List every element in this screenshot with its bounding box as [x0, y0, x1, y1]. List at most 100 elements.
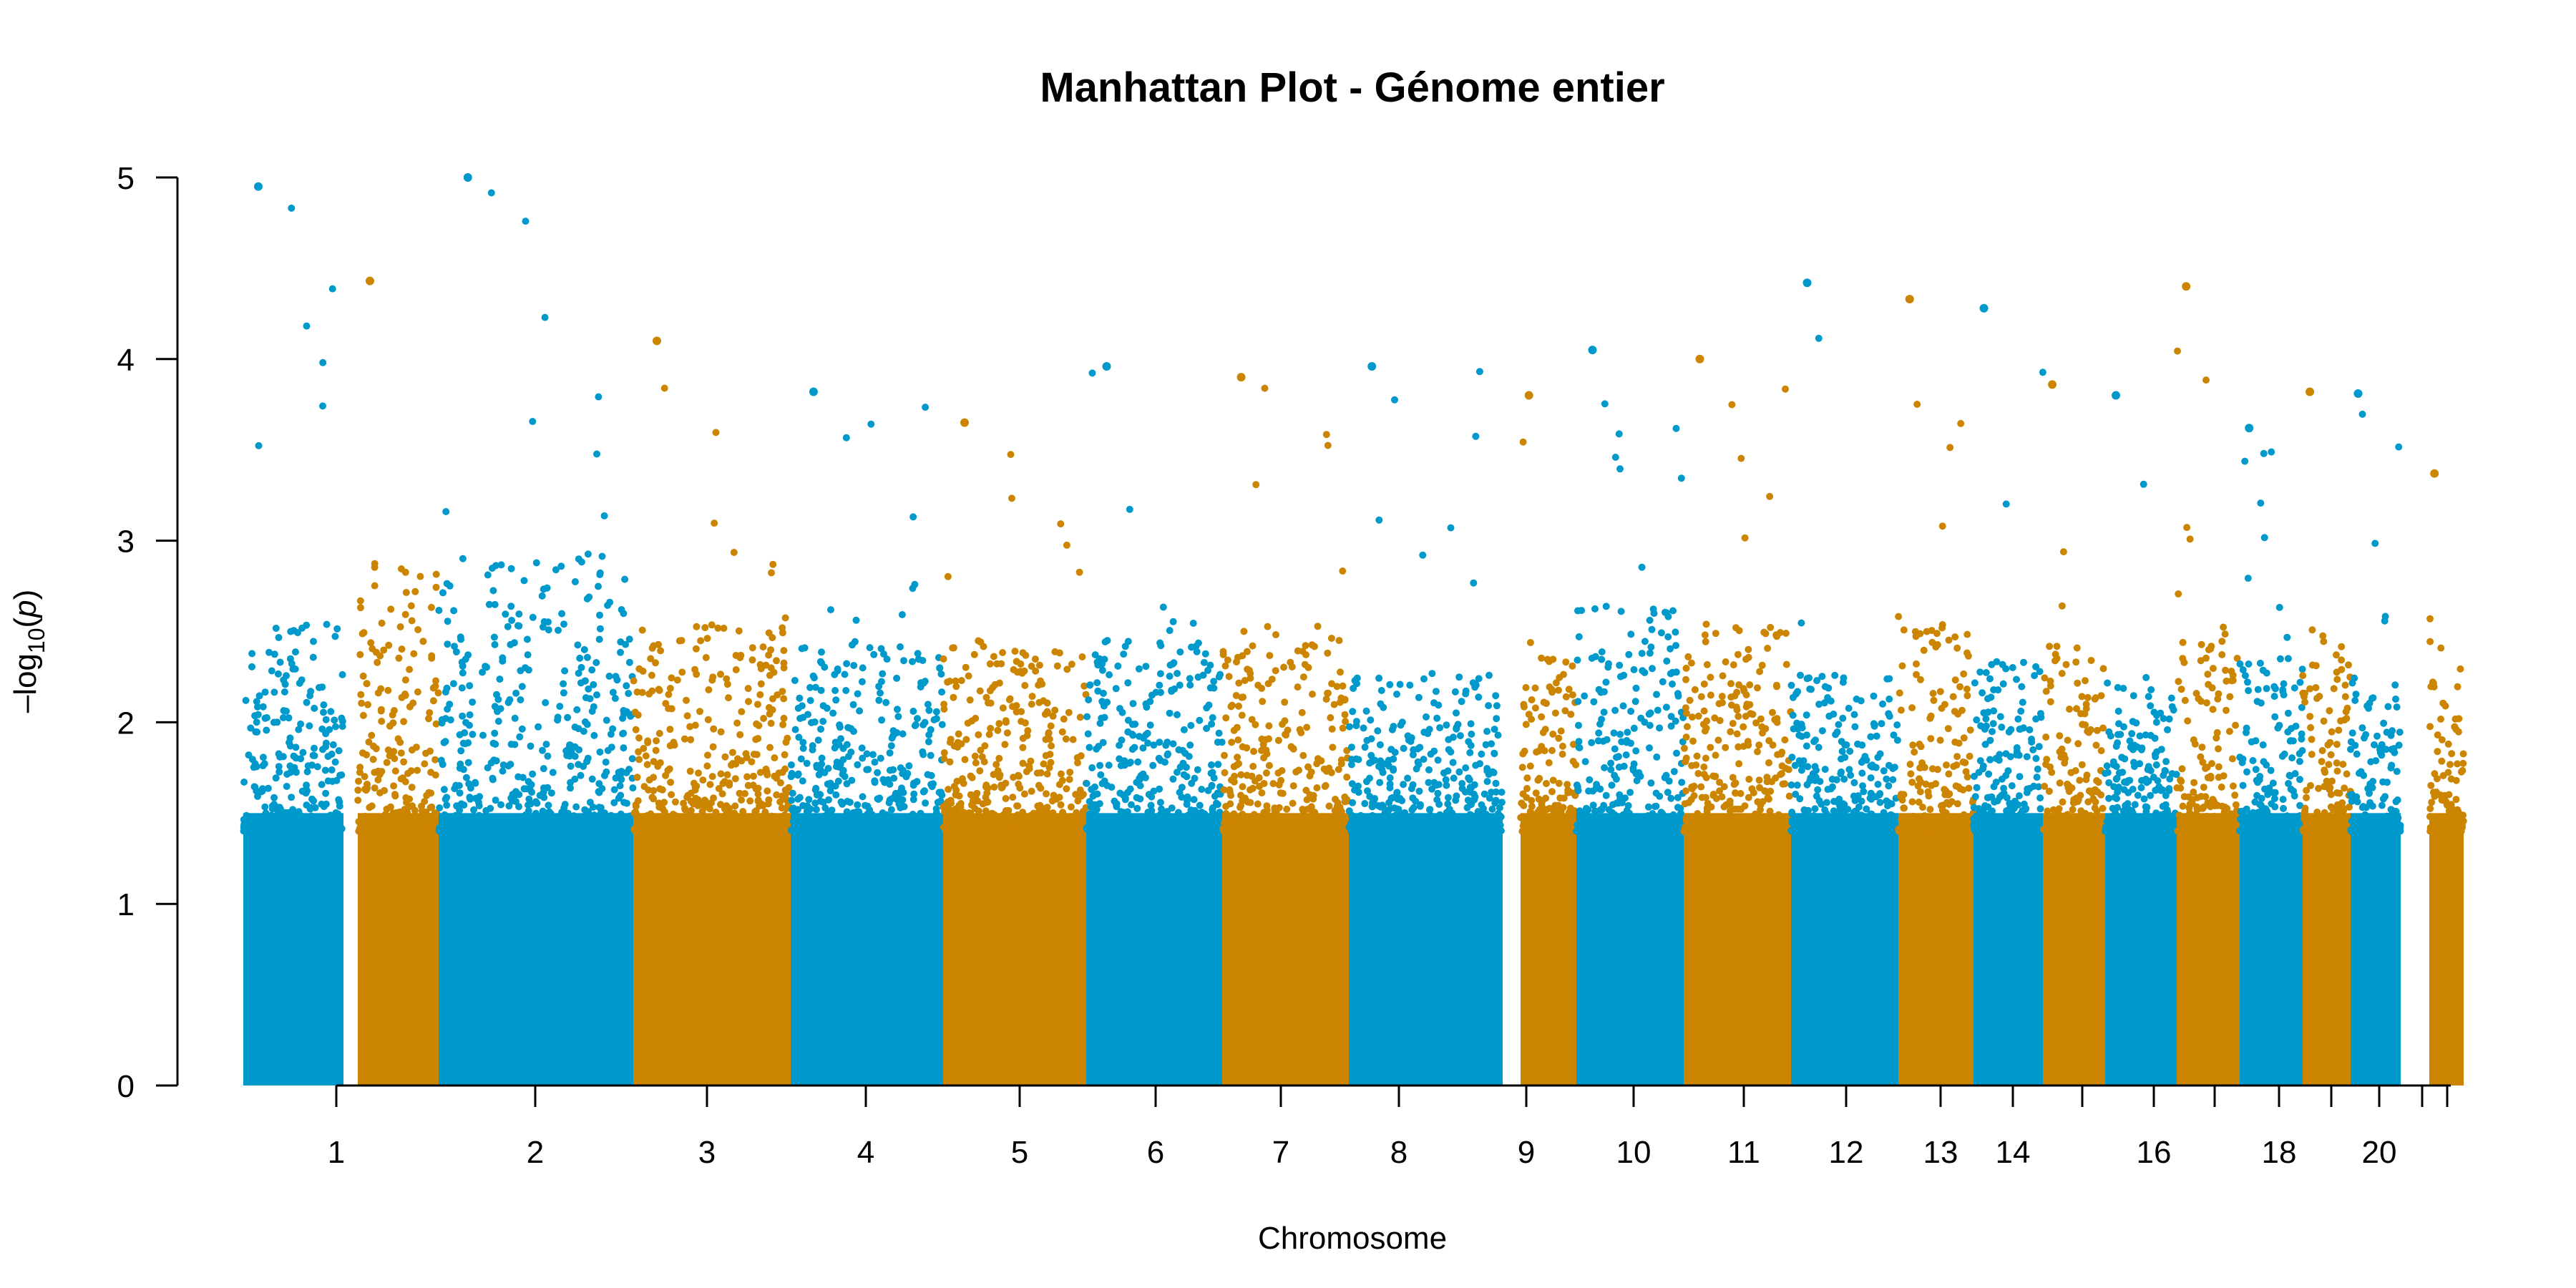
snp-point	[1602, 602, 1610, 610]
snp-point	[275, 750, 283, 758]
snp-point	[620, 610, 628, 618]
snp-point	[395, 654, 403, 662]
snp-point	[622, 640, 630, 648]
snp-point	[585, 593, 593, 601]
snp-point	[322, 789, 330, 797]
snp-point	[240, 779, 248, 786]
snp-point	[596, 571, 604, 578]
peak-point	[254, 182, 263, 191]
snp-point	[1375, 674, 1383, 682]
snp-point	[877, 689, 884, 697]
snp-point	[1079, 791, 1087, 799]
snp-point	[1631, 698, 1639, 706]
snp-point	[1823, 799, 1830, 806]
snp-point	[919, 657, 927, 664]
snp-point	[554, 713, 562, 721]
snp-point	[952, 683, 960, 691]
snp-point	[489, 774, 497, 782]
snp-point	[1057, 770, 1065, 778]
snp-point	[1669, 607, 1677, 615]
dense-points-band	[1222, 813, 1349, 1085]
snp-point	[1653, 753, 1661, 761]
snp-point	[987, 725, 995, 732]
snp-point	[246, 826, 254, 834]
snp-point	[425, 715, 432, 723]
snp-point	[847, 725, 854, 733]
snp-point	[484, 571, 492, 579]
snp-point	[1672, 628, 1679, 636]
snp-point	[1114, 662, 1122, 670]
dense-points-band	[1521, 813, 1576, 1085]
snp-point	[469, 698, 477, 706]
snp-point	[1478, 750, 1485, 758]
snp-point	[321, 826, 329, 834]
snp-point	[1885, 713, 1893, 720]
snp-point	[1558, 751, 1566, 758]
snp-point	[1646, 616, 1654, 624]
snp-point	[1548, 788, 1556, 796]
snp-point	[660, 825, 668, 832]
snp-point	[623, 799, 630, 807]
snp-point	[259, 753, 267, 761]
snp-point	[1186, 815, 1194, 823]
snp-point	[1821, 766, 1829, 774]
snp-point	[1549, 655, 1557, 663]
snp-point	[1447, 524, 1455, 532]
snp-point	[634, 797, 642, 805]
snp-point	[1702, 620, 1710, 628]
snp-point	[652, 746, 660, 754]
snp-point	[1528, 802, 1536, 810]
snp-point	[1883, 775, 1890, 783]
snp-point	[596, 611, 603, 619]
snp-point	[1280, 814, 1288, 821]
snp-point	[527, 742, 535, 750]
snp-point	[451, 643, 458, 650]
snp-point	[1549, 731, 1557, 738]
snp-point	[907, 826, 914, 834]
snp-point	[556, 819, 564, 827]
snp-point	[1728, 401, 1736, 409]
snp-point	[1595, 729, 1603, 737]
snp-point	[561, 667, 569, 675]
snp-point	[969, 823, 976, 831]
snp-point	[1465, 774, 1473, 782]
snp-point	[522, 218, 530, 225]
snp-point	[759, 801, 767, 809]
snp-point	[503, 819, 511, 826]
snp-point	[281, 809, 289, 816]
snp-point	[369, 756, 377, 763]
snp-point	[1462, 690, 1470, 698]
snp-point	[762, 765, 770, 773]
snp-point	[1026, 815, 1033, 823]
snp-point	[406, 665, 414, 673]
snp-point	[1611, 745, 1619, 753]
snp-point	[1194, 673, 1202, 681]
snp-point	[1230, 763, 1238, 771]
snp-point	[1136, 782, 1144, 789]
snp-point	[669, 827, 677, 835]
snp-point	[617, 648, 624, 656]
snp-point	[1281, 698, 1289, 706]
snp-point	[1106, 671, 1113, 678]
snp-point	[1697, 693, 1705, 701]
snp-point	[660, 799, 668, 806]
snp-point	[455, 781, 463, 789]
snp-point	[909, 585, 917, 592]
snp-point	[1619, 702, 1627, 710]
snp-point	[1468, 731, 1475, 738]
snp-point	[1787, 681, 1795, 689]
snp-point	[255, 441, 263, 449]
snp-point	[1455, 768, 1463, 776]
snp-point	[927, 751, 935, 759]
snp-point	[796, 715, 804, 722]
snp-point	[571, 753, 579, 760]
snp-point	[593, 450, 600, 458]
snp-point	[1702, 754, 1709, 762]
snp-point	[788, 769, 796, 777]
snp-point	[506, 696, 514, 703]
snp-point	[1440, 769, 1448, 777]
snp-point	[768, 818, 776, 826]
snp-point	[1682, 754, 1690, 762]
snp-point	[438, 819, 446, 826]
snp-point	[1040, 760, 1048, 768]
